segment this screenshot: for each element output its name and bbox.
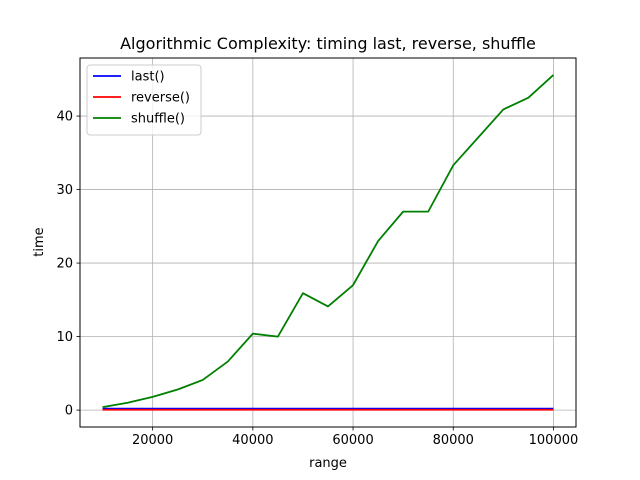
chart-title: Algorithmic Complexity: timing last, rev…: [120, 34, 536, 53]
y-tick-label: 10: [56, 330, 73, 345]
legend-label: reverse(): [131, 91, 190, 106]
y-tick-label: 30: [56, 183, 73, 198]
x-tick-label: 20000: [132, 433, 173, 448]
y-tick-label: 0: [65, 404, 73, 419]
plot-frame: [79, 57, 577, 428]
series-lines: [102, 74, 555, 411]
y-tick-label: 20: [56, 257, 73, 272]
x-tick-label: 40000: [232, 433, 273, 448]
legend-label: last(): [131, 70, 165, 85]
legend: last() reverse() shuffle(): [86, 64, 202, 136]
x-axis-title: range: [309, 456, 347, 471]
y-tick-label: 40: [56, 110, 73, 125]
x-tick-label: 100000: [529, 433, 579, 448]
legend-label: shuffle(): [131, 112, 185, 127]
axis-ticks: 20000 40000 60000 80000 100000 0 10 20 30 40: [56, 110, 578, 448]
x-tick-label: 80000: [433, 433, 474, 448]
series-line-2: [102, 74, 555, 409]
x-tick-label: 60000: [332, 433, 373, 448]
y-axis-title: time: [32, 227, 47, 256]
